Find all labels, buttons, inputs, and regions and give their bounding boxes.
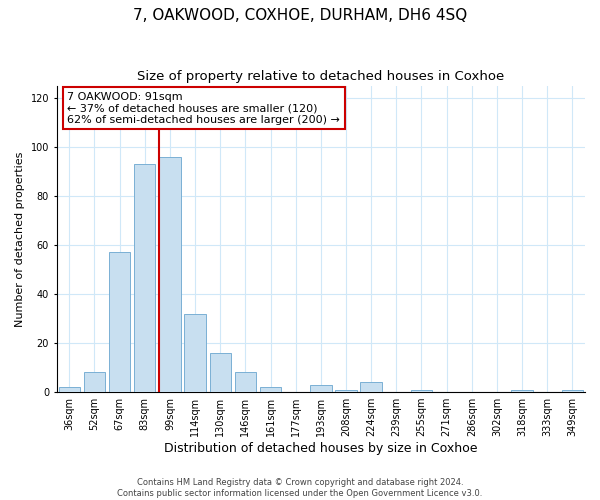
Bar (59, 387, 80, 392)
Bar (134, 164, 155, 392)
Bar (310, 384, 332, 392)
Bar (109, 252, 130, 392)
Bar (159, 156, 181, 392)
Text: 7 OAKWOOD: 91sqm
← 37% of detached houses are smaller (120)
62% of semi-detached: 7 OAKWOOD: 91sqm ← 37% of detached house… (67, 92, 340, 125)
Text: 7, OAKWOOD, COXHOE, DURHAM, DH6 4SQ: 7, OAKWOOD, COXHOE, DURHAM, DH6 4SQ (133, 8, 467, 22)
Bar (235, 372, 256, 392)
Bar (511, 390, 533, 392)
Bar (361, 382, 382, 392)
Bar (411, 390, 432, 392)
Bar (260, 387, 281, 392)
Y-axis label: Number of detached properties: Number of detached properties (15, 151, 25, 326)
Title: Size of property relative to detached houses in Coxhoe: Size of property relative to detached ho… (137, 70, 505, 83)
Bar (209, 353, 231, 392)
X-axis label: Distribution of detached houses by size in Coxhoe: Distribution of detached houses by size … (164, 442, 478, 455)
Bar (562, 390, 583, 392)
Bar (184, 314, 206, 392)
Bar (84, 372, 105, 392)
Bar (335, 390, 356, 392)
Text: Contains HM Land Registry data © Crown copyright and database right 2024.
Contai: Contains HM Land Registry data © Crown c… (118, 478, 482, 498)
